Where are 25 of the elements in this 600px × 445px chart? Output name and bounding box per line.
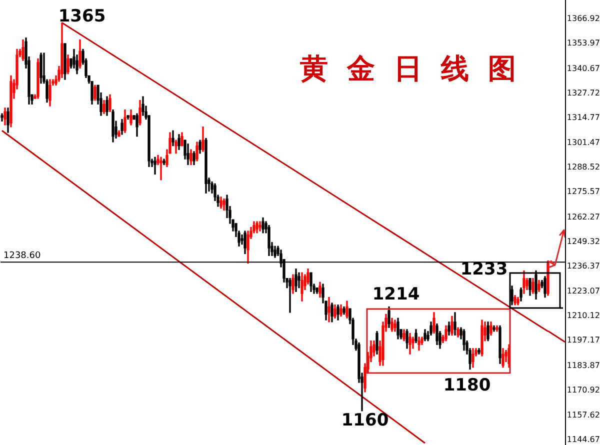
- y-tick-label: 1262.27: [566, 212, 600, 222]
- y-tick-label: 1314.77: [566, 112, 600, 122]
- text: 黄金日线图: [300, 51, 535, 87]
- y-tick-label: 1144.67: [566, 435, 600, 444]
- y-tick-label: 1157.62: [566, 410, 600, 420]
- ref-line-label: 1238.60: [4, 250, 41, 261]
- y-tick-label: 1236.37: [566, 261, 600, 270]
- annotation: 1233: [460, 260, 508, 280]
- y-tick-label: 1301.47: [566, 138, 600, 148]
- y-tick-label: 1170.92: [566, 385, 600, 394]
- y-tick-label: 1288.52: [566, 162, 600, 172]
- y-tick-label: 1223.07: [566, 286, 600, 296]
- y-tick-label: 1183.87: [566, 360, 600, 370]
- y-tick-label: 1327.72: [566, 88, 600, 98]
- y-tick-label: 1366.92: [566, 14, 600, 24]
- y-tick-label: 1210.12: [566, 311, 600, 320]
- y-tick-label: 1340.67: [566, 64, 600, 73]
- annotation: 1160: [341, 410, 389, 430]
- y-tick-label: 1353.97: [566, 38, 600, 48]
- y-tick-label: 1275.57: [566, 187, 600, 196]
- annotation: 1365: [58, 6, 106, 26]
- y-tick-label: 1249.32: [566, 236, 600, 246]
- y-tick-label: 1197.17: [566, 336, 600, 345]
- annotation: 1214: [372, 284, 420, 304]
- annotation: 1180: [443, 376, 491, 396]
